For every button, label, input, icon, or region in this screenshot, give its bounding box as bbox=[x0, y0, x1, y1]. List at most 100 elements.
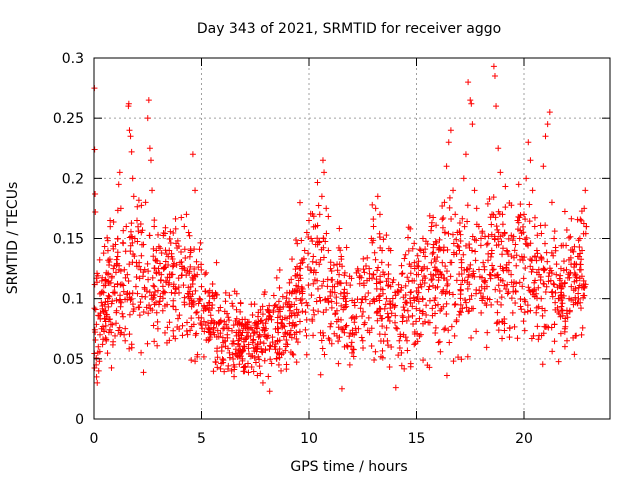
data-point bbox=[557, 277, 564, 284]
data-point bbox=[395, 288, 402, 295]
data-point bbox=[527, 256, 534, 263]
data-point bbox=[458, 259, 465, 266]
data-point bbox=[388, 343, 395, 350]
data-point bbox=[323, 205, 330, 212]
data-point bbox=[170, 333, 177, 340]
data-point bbox=[314, 241, 321, 248]
data-point bbox=[310, 332, 317, 339]
data-point bbox=[339, 263, 346, 270]
data-point bbox=[214, 291, 221, 298]
data-point bbox=[233, 306, 240, 313]
data-point bbox=[113, 320, 120, 327]
data-point bbox=[368, 235, 375, 242]
data-point bbox=[123, 223, 130, 230]
data-point bbox=[478, 309, 485, 316]
data-point bbox=[162, 224, 169, 231]
data-point bbox=[296, 318, 303, 325]
data-point bbox=[242, 320, 249, 327]
data-point bbox=[295, 283, 302, 290]
data-point bbox=[452, 300, 459, 307]
data-point bbox=[394, 288, 401, 295]
data-point bbox=[100, 289, 107, 296]
data-point bbox=[539, 361, 546, 368]
data-point bbox=[311, 311, 318, 318]
data-point bbox=[568, 283, 575, 290]
data-point bbox=[291, 322, 298, 329]
data-point bbox=[457, 301, 464, 308]
data-point bbox=[581, 284, 588, 291]
data-point bbox=[464, 202, 471, 209]
data-point bbox=[284, 341, 291, 348]
data-point bbox=[476, 287, 483, 294]
data-point bbox=[356, 280, 363, 287]
data-point bbox=[159, 307, 166, 314]
data-point bbox=[170, 229, 177, 236]
data-point bbox=[383, 278, 390, 285]
data-point bbox=[167, 228, 174, 235]
data-point bbox=[154, 287, 161, 294]
data-point bbox=[96, 312, 103, 319]
data-point bbox=[222, 343, 229, 350]
data-point bbox=[407, 225, 414, 232]
data-point bbox=[138, 202, 145, 209]
data-point bbox=[141, 284, 148, 291]
data-point bbox=[523, 175, 530, 182]
data-point bbox=[324, 283, 331, 290]
data-point bbox=[555, 295, 562, 302]
data-point bbox=[568, 215, 575, 222]
data-point bbox=[333, 307, 340, 314]
data-point bbox=[153, 247, 160, 254]
data-point bbox=[459, 215, 466, 222]
data-point bbox=[200, 353, 207, 360]
data-point bbox=[268, 360, 275, 367]
data-point bbox=[480, 293, 487, 300]
data-point bbox=[191, 265, 198, 272]
data-point bbox=[361, 319, 368, 326]
data-point bbox=[145, 310, 152, 317]
data-point bbox=[379, 354, 386, 361]
data-point bbox=[570, 301, 577, 308]
data-point bbox=[172, 215, 179, 222]
data-point bbox=[261, 357, 268, 364]
data-point bbox=[447, 259, 454, 266]
data-point bbox=[544, 258, 551, 265]
data-point bbox=[176, 326, 183, 333]
data-point bbox=[106, 293, 113, 300]
data-point bbox=[376, 331, 383, 338]
data-point bbox=[301, 247, 308, 254]
data-point bbox=[557, 330, 564, 337]
data-point bbox=[527, 157, 534, 164]
data-point bbox=[256, 356, 263, 363]
data-point bbox=[296, 199, 303, 206]
data-point bbox=[497, 233, 504, 240]
data-point bbox=[317, 371, 324, 378]
data-point bbox=[376, 305, 383, 312]
data-point bbox=[107, 217, 114, 224]
data-point bbox=[232, 346, 239, 353]
data-point bbox=[362, 296, 369, 303]
data-point bbox=[185, 291, 192, 298]
data-point bbox=[386, 317, 393, 324]
data-point bbox=[402, 334, 409, 341]
data-point bbox=[170, 283, 177, 290]
data-point bbox=[373, 309, 380, 316]
y-tick-label: 0.15 bbox=[53, 232, 84, 248]
data-point bbox=[450, 240, 457, 247]
data-point bbox=[146, 232, 153, 239]
data-point bbox=[338, 316, 345, 323]
data-point bbox=[237, 308, 244, 315]
data-point bbox=[209, 289, 216, 296]
data-point bbox=[157, 260, 164, 267]
data-point bbox=[510, 233, 517, 240]
data-point bbox=[270, 309, 277, 316]
data-point bbox=[215, 307, 222, 314]
data-point bbox=[384, 342, 391, 349]
data-point bbox=[221, 318, 228, 325]
data-point bbox=[489, 211, 496, 218]
data-point bbox=[147, 157, 154, 164]
data-point bbox=[229, 327, 235, 334]
data-point bbox=[143, 304, 150, 311]
data-point bbox=[328, 298, 335, 305]
data-point bbox=[316, 238, 323, 245]
data-point bbox=[349, 349, 355, 356]
